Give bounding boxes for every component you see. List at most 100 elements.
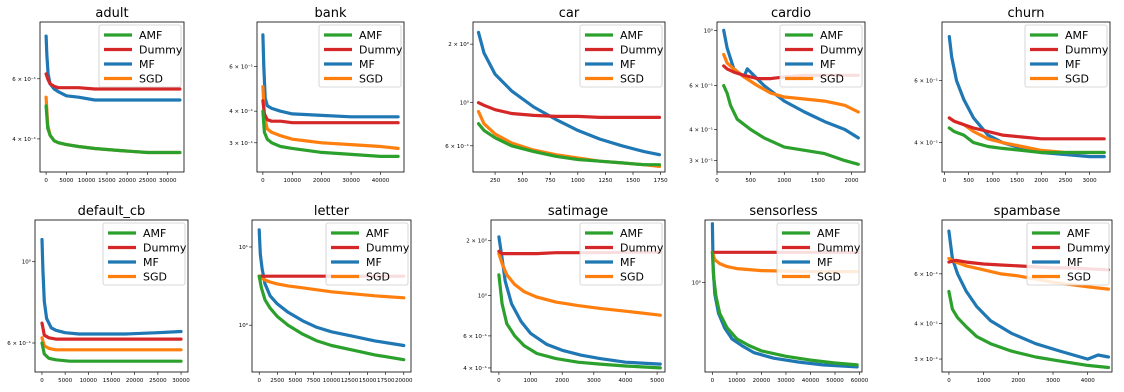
series-line-amf [497, 273, 662, 370]
x-tick-label: 0 [943, 178, 947, 184]
y-tick-label: 6 × 10⁻¹ [914, 78, 938, 85]
x-tick-label: 5000 [58, 378, 72, 384]
legend-label-mf: MF [366, 256, 382, 269]
x-tick-label: 2000 [1011, 378, 1025, 384]
x-tick-label: 50000 [826, 378, 844, 384]
panel-title: bank [315, 6, 347, 21]
y-tick-label: 3 × 10⁻¹ [689, 158, 713, 165]
x-tick-label: 20000 [395, 378, 413, 384]
panel-title: default_cb [78, 204, 146, 219]
y-tick-label: 6 × 10⁻¹ [229, 64, 253, 71]
series-line-amf [947, 289, 1111, 370]
legend-label-dummy: Dummy [817, 242, 861, 255]
panel-churn: churn 0 500 1000 1500 2000 2500 3000 4 × 10⁻¹ 6 ×… [914, 6, 1111, 184]
series-line-amf [476, 122, 662, 167]
x-tick-label: 0 [44, 178, 48, 184]
x-tick-label: 40000 [372, 178, 390, 184]
legend-label-amf: AMF [620, 227, 643, 240]
legend-label-amf: AMF [620, 29, 643, 42]
x-tick-label: 4000 [618, 378, 632, 384]
panel-title: spambase [994, 204, 1061, 219]
x-tick-label: 2000 [555, 378, 569, 384]
series-line-dummy [44, 72, 182, 91]
y-tick-label: 10⁰ [460, 100, 470, 107]
legend-label-mf: MF [359, 58, 375, 71]
legend-label-sgd: SGD [1067, 271, 1091, 284]
series-line-sgd [947, 116, 1106, 155]
x-tick-label: 1750 [654, 178, 668, 184]
legend-label-dummy: Dummy [359, 44, 403, 57]
y-tick-label: 6 × 10⁻¹ [7, 340, 31, 347]
series-line-sgd [257, 274, 406, 300]
series-line-sgd [40, 336, 183, 352]
y-tick-label: 6 × 10⁻¹ [463, 333, 487, 340]
series-line-mf [947, 34, 1106, 159]
legend-label-mf: MF [1065, 58, 1081, 71]
series-line-sgd [722, 52, 860, 114]
x-tick-label: 10000 [323, 378, 341, 384]
legend-label-sgd: SGD [1065, 73, 1089, 86]
legend-label-amf: AMF [820, 29, 843, 42]
x-tick-label: 10000 [78, 178, 96, 184]
axes-frame [39, 21, 185, 173]
series-line-mf [947, 229, 1111, 361]
x-tick-label: 30000 [172, 378, 190, 384]
x-tick-label: 60000 [851, 378, 869, 384]
legend-label-sgd: SGD [817, 271, 841, 284]
series-line-amf [261, 109, 400, 158]
panel-title: churn [1008, 6, 1045, 21]
legend-label-dummy: Dummy [143, 242, 187, 255]
x-tick-label: 25000 [139, 178, 157, 184]
legend-label-amf: AMF [817, 227, 840, 240]
y-tick-label: 4 × 10⁻¹ [914, 140, 938, 147]
panel-title: satimage [548, 204, 608, 219]
y-tick-label: 6 × 10⁻¹ [689, 83, 713, 90]
y-tick-label: 3 × 10⁻¹ [914, 356, 938, 363]
x-tick-label: 30000 [342, 178, 360, 184]
x-tick-label: 10000 [728, 378, 746, 384]
panel-sensorless: sensorless 0 10000 20000 30000 40000 50000 6000… [692, 204, 869, 384]
legend-label-mf: MF [620, 256, 636, 269]
axes-frame [941, 21, 1111, 173]
x-tick-label: 20000 [313, 178, 331, 184]
panel-adult: adult 0 5000 10000 15000 20000 25000 30000 4 × 1… [12, 6, 185, 184]
x-tick-label: 12500 [341, 378, 359, 384]
y-tick-label: 10⁰ [22, 259, 32, 266]
series-line-dummy [261, 99, 400, 125]
x-tick-label: 15000 [359, 378, 377, 384]
y-tick-label: 2 × 10⁰ [466, 238, 488, 245]
panel-title: sensorless [749, 204, 817, 219]
x-tick-label: 20000 [118, 178, 136, 184]
y-tick-label: 6 × 10⁻¹ [12, 76, 36, 83]
series-line-amf [40, 341, 183, 363]
x-tick-label: 17500 [377, 378, 395, 384]
panel-bank: bank 0 10000 20000 30000 40000 3 × 10⁻¹ 4 × 10⁻… [229, 6, 405, 184]
y-tick-label: 6 × 10⁻¹ [914, 271, 938, 278]
series-line-mf [40, 237, 183, 336]
axes-frame [472, 21, 666, 173]
series-line-amf [710, 250, 859, 367]
series-line-sgd [261, 84, 400, 150]
x-tick-label: 3000 [587, 378, 601, 384]
legend-label-mf: MF [139, 58, 155, 71]
series-line-dummy [947, 116, 1106, 141]
x-tick-label: 3000 [1083, 178, 1097, 184]
x-tick-label: 1250 [598, 178, 612, 184]
legend-label-mf: MF [817, 256, 833, 269]
x-tick-label: 2000 [845, 178, 859, 184]
axes-frame [256, 21, 405, 173]
legend-label-dummy: Dummy [1065, 44, 1109, 57]
x-tick-label: 5000 [288, 378, 302, 384]
panel-satimage: satimage 0 1000 2000 3000 4000 5000 4 × 10⁻¹ 6 ×… [463, 204, 666, 384]
x-tick-label: 10000 [80, 378, 98, 384]
x-tick-label: 1000 [986, 178, 1000, 184]
y-tick-label: 10⁰ [704, 27, 714, 34]
x-tick-label: 1500 [811, 178, 825, 184]
legend-label-sgd: SGD [139, 73, 163, 86]
series-line-mf [261, 33, 400, 119]
